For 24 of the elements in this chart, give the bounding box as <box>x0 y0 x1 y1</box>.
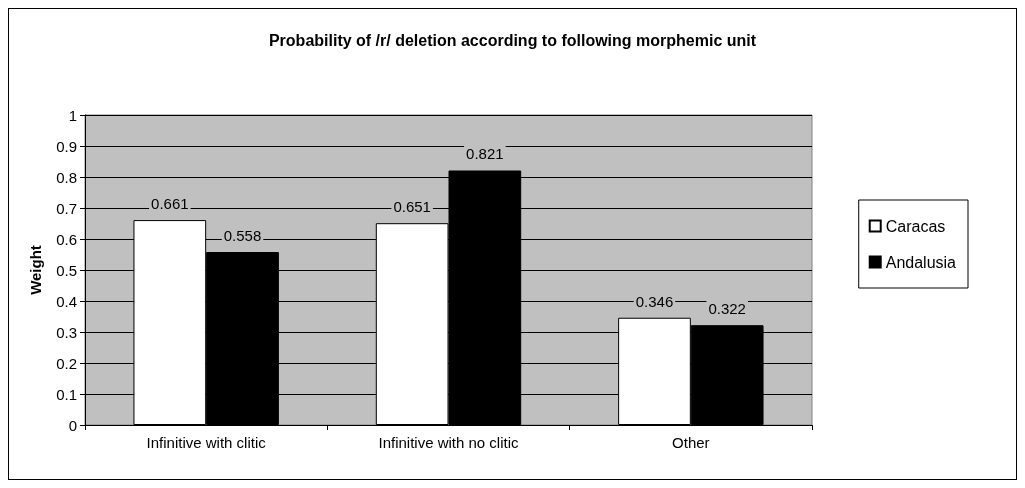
y-tick-label: 0.5 <box>56 261 77 279</box>
y-tick-label: 0.1 <box>56 385 77 403</box>
data-label: 0.651 <box>393 198 431 216</box>
legend-label: Caracas <box>885 217 946 235</box>
y-axis-title: Weight <box>27 245 44 295</box>
x-tick-label: Infinitive with no clitic <box>378 434 520 451</box>
chart-title: Probability of /r/ deletion according to following morphemic unit <box>268 31 757 49</box>
data-label: 0.558 <box>223 227 262 245</box>
y-tick-label: 0.4 <box>56 292 77 310</box>
y-tick-label: 1 <box>68 106 77 124</box>
y-tick-label: 0.2 <box>56 354 77 372</box>
data-label: 0.661 <box>151 195 189 213</box>
y-tick-label: 0.9 <box>56 137 77 155</box>
x-tick-label: Other <box>672 434 710 451</box>
y-tick-label: 0.7 <box>56 199 77 217</box>
y-tick-label: 0 <box>68 416 77 434</box>
x-tick-label: Infinitive with clitic <box>146 434 267 451</box>
y-tick-label: 0.3 <box>56 323 77 341</box>
legend-label: Andalusia <box>885 253 957 271</box>
y-tick-label: 0.6 <box>56 230 77 248</box>
data-label: 0.821 <box>466 145 504 163</box>
data-label: 0.346 <box>635 292 674 310</box>
y-tick-label: 0.8 <box>56 168 77 186</box>
data-label: 0.322 <box>708 300 746 318</box>
